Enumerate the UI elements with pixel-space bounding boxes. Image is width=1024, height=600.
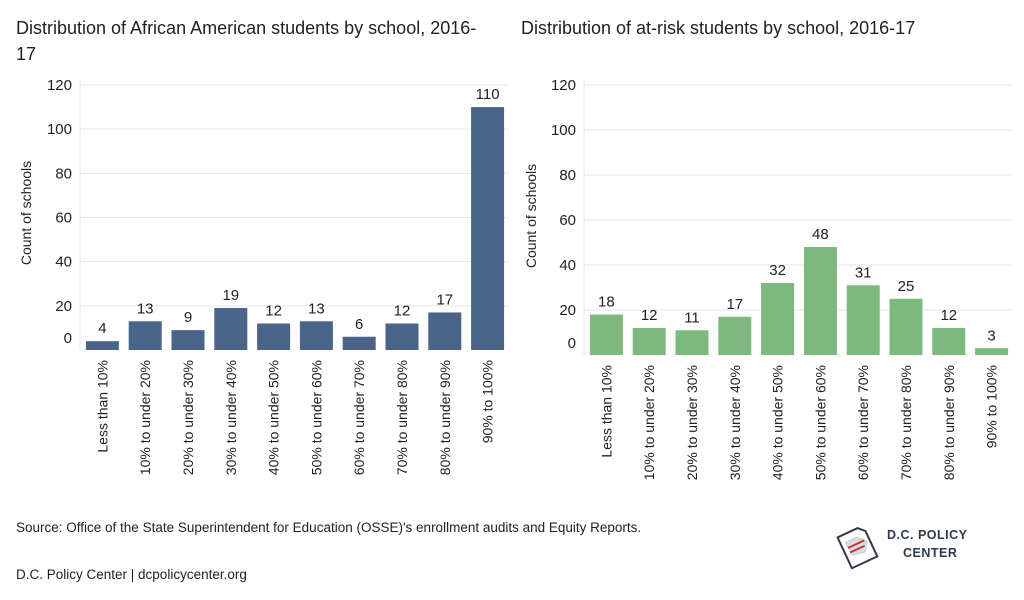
left-bar: [214, 308, 248, 350]
left-bar: [342, 336, 376, 350]
right-category-label: 40% to under 50%: [770, 365, 786, 480]
right-bar-value-label: 17: [726, 296, 743, 313]
left-y-axis-label: Count of schools: [18, 161, 34, 265]
right-bar: [932, 328, 966, 355]
right-bar-value-label: 31: [855, 264, 872, 281]
right-category-label: 50% to under 60%: [812, 365, 828, 480]
right-bar-value-label: 18: [598, 294, 615, 311]
left-y-tick-label: 80: [55, 165, 72, 182]
document-pen-icon: [836, 527, 879, 570]
left-bar: [171, 330, 205, 350]
right-bar-value-label: 48: [812, 226, 829, 243]
dc-policy-center-logo: D.C. POLICY CENTER: [835, 522, 985, 570]
right-category-label: 10% to under 20%: [641, 365, 657, 480]
right-bar-value-label: 3: [987, 327, 995, 344]
right-y-tick-label: 0: [568, 335, 576, 352]
right-bar: [632, 328, 666, 355]
left-bar: [299, 321, 333, 350]
left-category-label: 50% to under 60%: [308, 360, 324, 475]
logo-text-line1: D.C. POLICY: [887, 528, 968, 542]
left-y-tick-label: 100: [47, 121, 72, 138]
right-bar: [846, 285, 880, 355]
left-bar-value-label: 110: [476, 86, 500, 103]
right-bar-value-label: 11: [684, 309, 700, 326]
right-category-label: 30% to under 40%: [727, 365, 743, 480]
left-bar: [128, 321, 162, 350]
left-y-tick-label: 0: [64, 330, 72, 347]
left-bar-value-label: 19: [222, 287, 239, 304]
left-category-label: 30% to under 40%: [223, 360, 239, 475]
left-category-label: 60% to under 70%: [351, 360, 367, 475]
right-bar: [675, 330, 709, 355]
source-note: Source: Office of the State Superintende…: [16, 520, 642, 535]
right-y-tick-label: 100: [551, 122, 576, 139]
left-bar-value-label: 6: [355, 316, 363, 333]
right-category-label: 20% to under 30%: [684, 365, 700, 480]
left-bar-value-label: 17: [436, 291, 453, 308]
left-category-label: 80% to under 90%: [437, 360, 453, 475]
left-y-tick-label: 20: [55, 298, 72, 315]
right-y-tick-label: 40: [559, 257, 576, 274]
right-bar-value-label: 12: [641, 307, 658, 324]
right-bar: [803, 247, 837, 355]
right-y-axis-label: Count of schools: [523, 164, 539, 268]
left-category-label: 40% to under 50%: [266, 360, 282, 475]
right-bar-value-label: 32: [769, 262, 786, 279]
left-bar-value-label: 4: [98, 320, 106, 337]
left-chart-title: Distribution of African American student…: [16, 18, 477, 64]
right-bar-value-label: 25: [898, 278, 915, 295]
left-bar: [471, 107, 505, 350]
left-bar: [428, 312, 462, 350]
logo-text-line2: CENTER: [903, 546, 958, 560]
right-bar: [718, 316, 752, 355]
right-y-tick-label: 120: [551, 77, 576, 94]
left-category-label: Less than 10%: [94, 360, 110, 453]
right-category-label: 60% to under 70%: [855, 365, 871, 480]
left-bar-value-label: 12: [265, 303, 282, 320]
left-y-tick-label: 60: [55, 210, 72, 227]
left-category-label: 90% to 100%: [480, 360, 496, 443]
right-category-label: Less than 10%: [598, 365, 614, 458]
left-category-label: 70% to under 80%: [394, 360, 410, 475]
left-bar: [85, 341, 119, 350]
right-bar: [975, 348, 1009, 355]
right-bar: [761, 283, 795, 355]
right-category-label: 90% to 100%: [984, 365, 1000, 448]
right-bar-value-label: 12: [940, 307, 957, 324]
right-y-tick-label: 20: [559, 302, 576, 319]
left-y-tick-label: 120: [47, 77, 72, 94]
left-category-label: 10% to under 20%: [137, 360, 153, 475]
right-category-label: 80% to under 90%: [941, 365, 957, 480]
right-bar: [889, 298, 923, 355]
left-bar-value-label: 13: [137, 300, 154, 317]
credit-line: D.C. Policy Center | dcpolicycenter.org: [16, 567, 247, 582]
right-y-tick-label: 60: [559, 212, 576, 229]
left-bar-value-label: 12: [394, 303, 411, 320]
right-bar: [589, 314, 623, 355]
left-bar: [385, 323, 419, 350]
right-category-label: 70% to under 80%: [898, 365, 914, 480]
right-y-tick-label: 80: [559, 167, 576, 184]
left-bar-value-label: 9: [184, 309, 192, 326]
left-bar: [257, 323, 291, 350]
left-category-label: 20% to under 30%: [180, 360, 196, 475]
right-chart-title: Distribution of at-risk students by scho…: [521, 18, 916, 38]
left-bar-value-label: 13: [308, 300, 325, 317]
left-y-tick-label: 40: [55, 254, 72, 271]
